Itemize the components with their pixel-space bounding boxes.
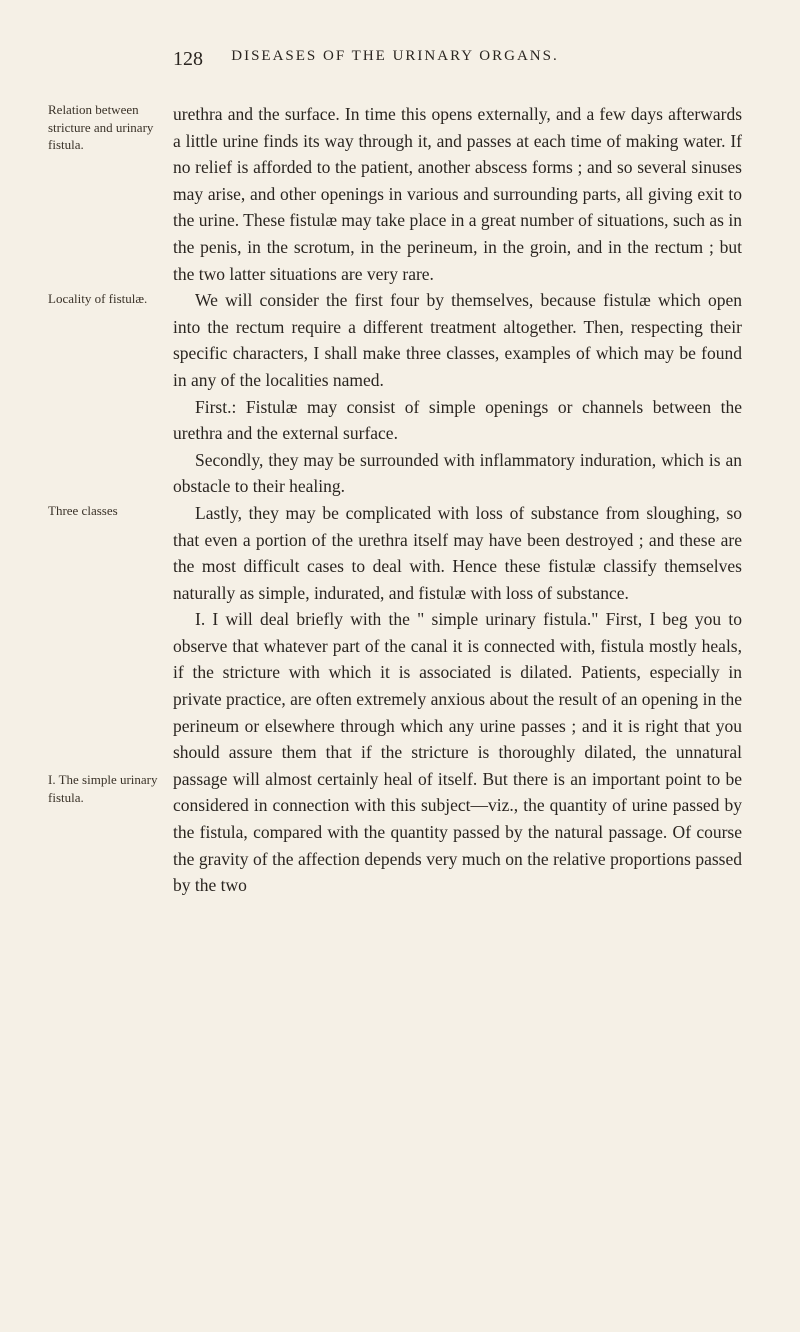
page-header: 128 DISEASES OF THE URINARY ORGANS. (48, 48, 742, 65)
body-text: urethra and the surface. In time this op… (173, 101, 742, 899)
margin-note-relation: Relation between stricture and urinary f… (48, 101, 158, 154)
margin-note-three-classes: Three classes (48, 502, 158, 520)
page-content: Relation between stricture and urinary f… (48, 101, 742, 899)
paragraph-4: Secondly, they may be surrounded with in… (173, 447, 742, 500)
page-number: 128 (173, 48, 203, 71)
paragraph-3: First.: Fistulæ may consist of simple op… (173, 394, 742, 447)
running-title: DISEASES OF THE URINARY ORGANS. (231, 48, 558, 65)
paragraph-6: I. I will deal briefly with the " simple… (173, 606, 742, 899)
paragraph-2: We will consider the first four by thems… (173, 287, 742, 393)
paragraph-5: Lastly, they may be complicated with los… (173, 500, 742, 606)
paragraph-1: urethra and the surface. In time this op… (173, 101, 742, 287)
margin-note-simple-fistula: I. The simple urinary fistula. (48, 771, 158, 806)
margin-note-locality: Locality of fistulæ. (48, 290, 158, 308)
